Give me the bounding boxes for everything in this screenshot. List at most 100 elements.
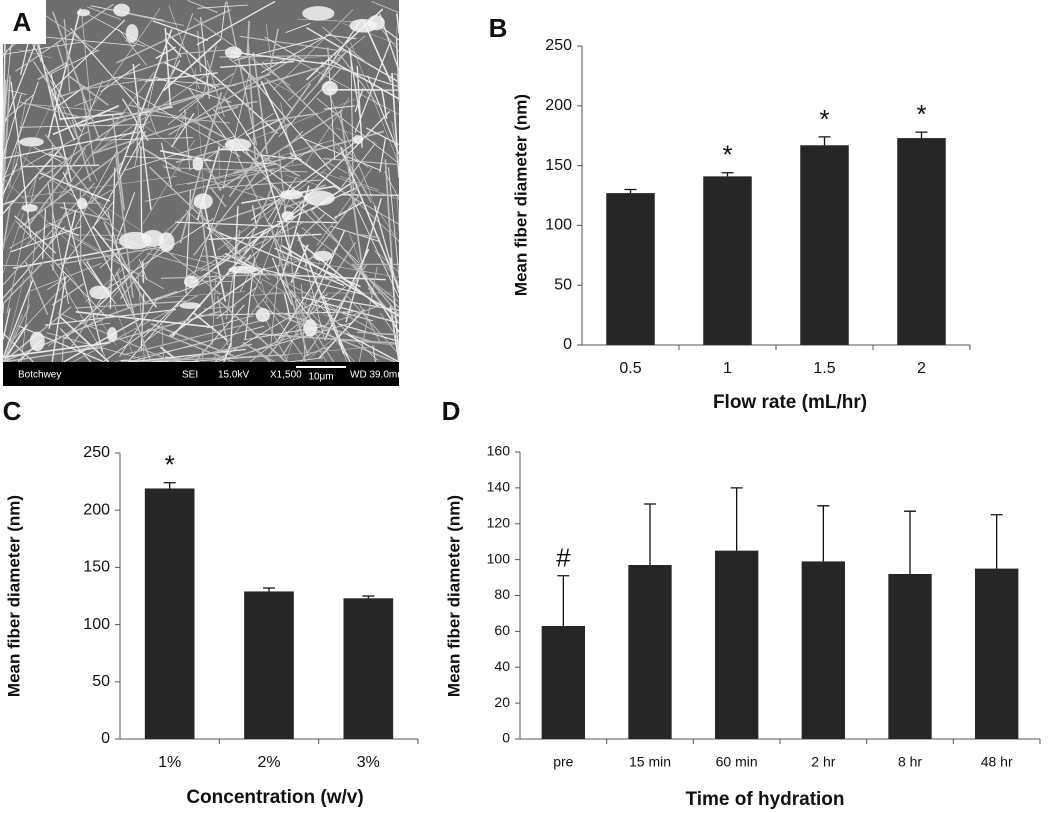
bar [343,598,394,739]
sem-fiber [160,142,172,188]
sem-fiber [137,271,146,363]
x-axis-label: Flow rate (mL/hr) [713,392,867,413]
sem-fiber [164,38,182,58]
error-bar [730,487,743,551]
sem-fiber [2,302,5,314]
sem-fiber [197,4,249,9]
sem-bead [192,157,204,171]
sem-fiber [266,79,294,111]
sem-fiber [92,225,158,308]
sem-fiber [265,24,271,58]
sem-fiber [302,296,400,324]
sem-fiber [220,60,294,69]
sem-fiber [230,51,329,66]
sem-fiber [139,357,181,363]
sem-fiber [194,67,206,211]
sem-fiber [297,213,325,242]
sem-fiber [52,105,120,136]
annotation: * [819,104,829,134]
error-bar [904,510,916,574]
sem-fiber [339,175,380,191]
sem-fiber [62,171,130,309]
sem-fiber [304,330,345,363]
x-tick-label: 2 hr [811,754,835,770]
sem-fiber [51,145,54,271]
sem-fiber [113,303,137,363]
sem-fiber [69,268,121,350]
bar [975,568,1019,739]
bar [715,550,759,739]
sem-fiber [312,303,373,322]
sem-fiber [17,48,52,59]
sem-fiber [318,308,365,359]
sem-bead [352,135,364,144]
error-bar [990,514,1003,569]
sem-fiber [33,146,62,162]
sem-fiber [349,233,374,298]
sem-fiber [321,171,400,200]
sem-fiber [309,208,400,316]
sem-fiber [264,139,334,162]
sem-fiber [117,73,271,120]
sem-fiber [270,206,286,345]
sem-fiber [339,110,363,262]
sem-fiber [38,117,127,180]
sem-fiber [246,346,376,359]
sem-bead [76,197,88,210]
sem-fiber [261,279,332,319]
bar [244,591,294,739]
sem-bead [19,137,44,147]
sem-fiber [277,334,400,346]
sem-fiber [281,278,316,325]
sem-fiber [127,292,189,362]
x-tick-label: 48 hr [981,754,1013,770]
panel-label: B [489,13,508,43]
sem-fiber [93,131,146,226]
sem-fiber [280,312,372,343]
sem-fiber [354,88,364,113]
sem-bead [280,189,303,200]
sem-fiber [184,252,228,279]
x-tick-label: 0.5 [619,360,641,377]
x-tick-label: 3% [357,754,380,771]
sem-fiber [2,314,23,363]
sem-fiber [200,17,210,100]
sem-fiber [60,227,127,266]
sem-fiber [326,87,373,198]
bar [541,625,585,739]
sem-fiber [206,315,254,329]
y-tick-label: 0 [101,730,110,747]
y-tick-label: 150 [545,157,572,174]
sem-fiber [261,33,332,74]
sem-fiber [127,13,184,27]
sem-fiber [365,127,400,146]
sem-fiber [129,348,246,363]
sem-fiber [10,225,82,253]
sem-fiber [2,41,84,55]
sem-fiber [203,160,222,191]
error-bar [721,172,734,177]
sem-fiber [116,8,231,64]
sem-fiber [222,74,250,189]
sem-fiber [269,28,279,71]
sem-fiber [21,176,177,198]
annotation: * [165,450,175,480]
sem-fiber [161,324,165,363]
y-tick-label: 100 [545,217,572,234]
y-tick-label: 250 [83,444,110,461]
sem-fiber [171,112,195,148]
sem-fiber [338,338,351,363]
sem-fiber [59,328,92,363]
panel-label-box [0,0,46,44]
sem-fiber [168,343,252,363]
y-tick-label: 200 [83,501,110,518]
sem-fiber [10,81,32,239]
sem-fiber [260,80,298,160]
error-bar [557,575,570,626]
sem-bead [21,203,38,212]
sem-fiber [287,35,366,101]
sem-bead [113,3,130,17]
sem-fiber [143,227,256,338]
sem-fiber [190,199,285,319]
